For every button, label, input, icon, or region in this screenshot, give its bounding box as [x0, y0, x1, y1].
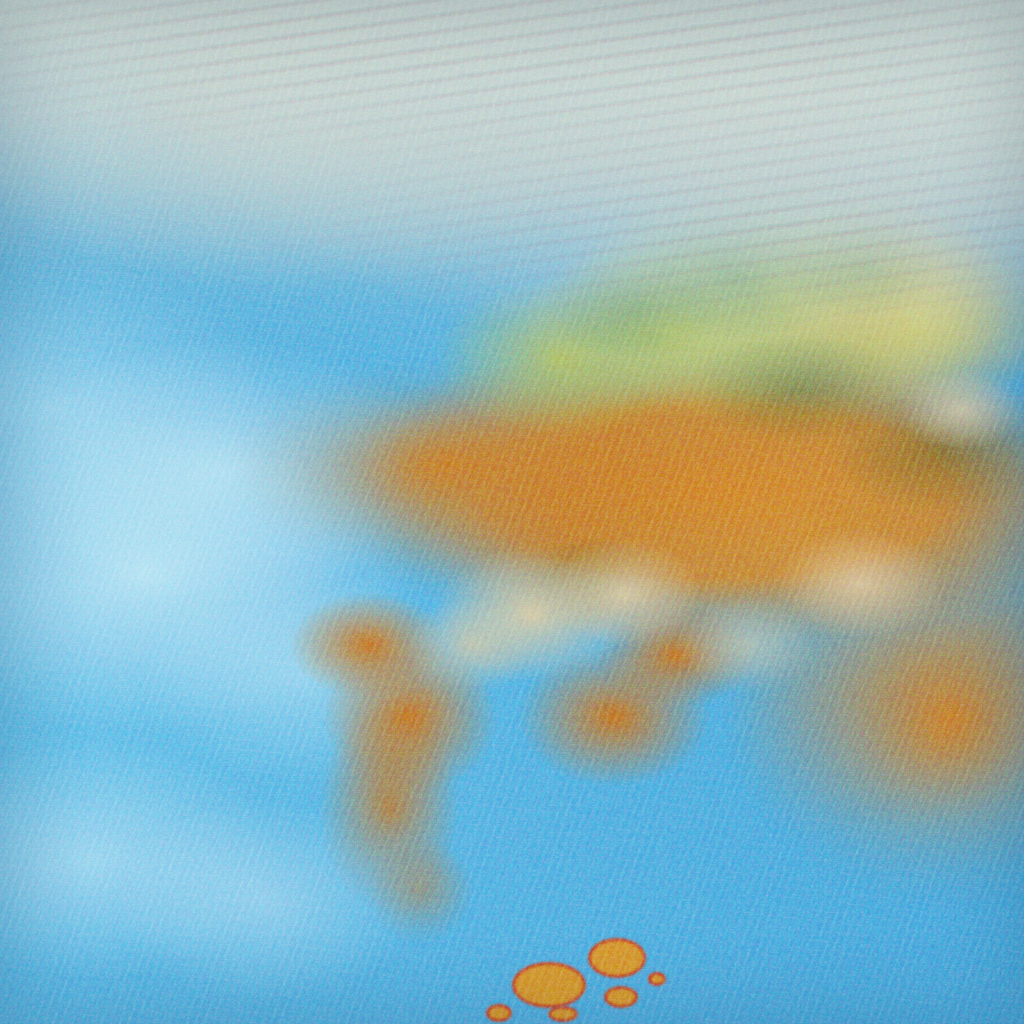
island-core	[489, 1007, 509, 1019]
island-shape	[548, 1006, 578, 1022]
island-core	[515, 965, 583, 1005]
island-core	[607, 989, 635, 1005]
island-shape	[588, 938, 646, 978]
island-shape	[486, 1004, 512, 1022]
island-shape	[648, 972, 666, 986]
island-core	[551, 1009, 575, 1019]
island-core	[591, 941, 643, 975]
island-shape	[604, 986, 638, 1008]
island-core	[651, 975, 663, 983]
island-shape	[512, 962, 586, 1008]
